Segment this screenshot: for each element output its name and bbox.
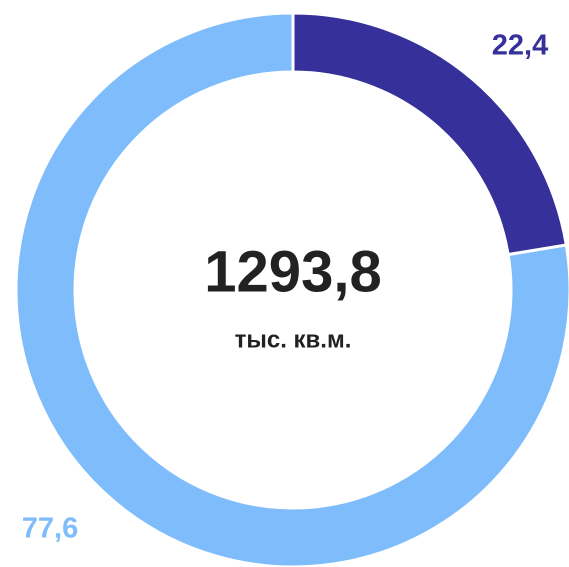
donut-segment <box>291 11 569 257</box>
center-unit: тыс. кв.м. <box>235 326 352 353</box>
donut-segment <box>14 11 569 567</box>
value-label: 22,4 <box>492 30 548 62</box>
center-total: 1293,8 <box>204 239 381 304</box>
value-label: 77,6 <box>22 513 78 545</box>
